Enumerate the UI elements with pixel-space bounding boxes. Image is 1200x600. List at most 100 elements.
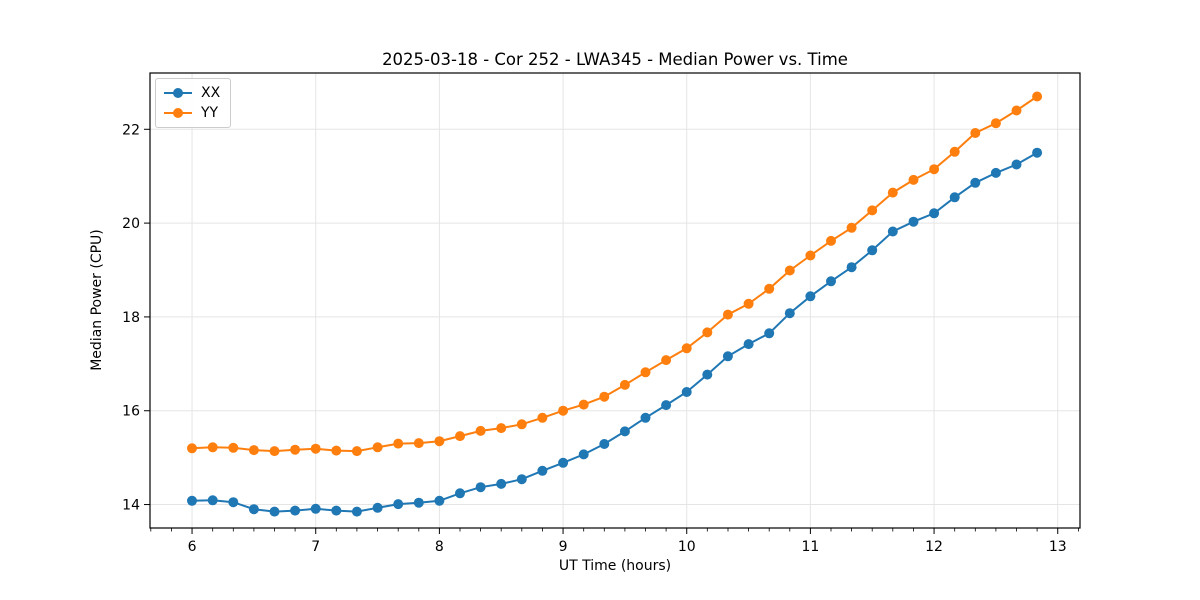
series-yy-marker [702, 327, 713, 338]
series-yy-marker [351, 446, 362, 457]
series-yy-marker [805, 250, 816, 261]
series-xx-marker [826, 276, 836, 287]
series-xx-marker [640, 412, 651, 423]
series-yy-marker [537, 412, 548, 423]
plot-spines [149, 72, 1081, 529]
x-tick-label-8: 8 [435, 539, 444, 555]
series-yy-marker [1011, 105, 1022, 116]
series-xx-marker [187, 495, 197, 506]
series-yy-marker [455, 431, 465, 442]
series-xx-marker [867, 245, 878, 256]
series-xx-marker [516, 474, 527, 485]
series-yy-marker [743, 298, 754, 309]
series-yy-marker [310, 443, 321, 454]
series-xx-marker [990, 167, 1001, 178]
series-yy-marker [661, 355, 672, 366]
x-tick-label-12: 12 [925, 539, 943, 555]
series-xx-marker [784, 308, 795, 319]
series-yy-marker [929, 164, 940, 175]
series-xx-marker [743, 339, 754, 350]
series-xx-marker [248, 504, 259, 515]
series-yy-line [191, 95, 1038, 453]
series-xx-marker [558, 457, 569, 468]
x-tick-label-10: 10 [678, 539, 696, 555]
series-yy-marker [784, 265, 795, 276]
series-yy-marker [372, 442, 383, 453]
legend-item-xx: XX [163, 83, 220, 103]
series-yy-marker [393, 438, 404, 449]
series-yy-marker [908, 174, 919, 185]
legend-label-xx: XX [201, 85, 221, 101]
series-yy-marker [681, 343, 692, 354]
series-yy-marker [640, 367, 651, 378]
series-xx-marker [949, 192, 960, 203]
series-xx-marker [310, 503, 321, 514]
series-xx-marker [619, 426, 630, 437]
series-xx-marker [661, 400, 672, 411]
y-tick-label-22: 22 [122, 122, 140, 138]
series-yy-marker [228, 442, 239, 453]
series-xx-marker [846, 262, 857, 273]
legend-line-marker-xx-icon [164, 88, 192, 98]
series-xx-marker [599, 439, 610, 449]
y-tick-label-14: 14 [122, 498, 140, 514]
series-yy-marker [269, 446, 280, 457]
series-xx-marker [805, 291, 816, 302]
series-yy-marker [1032, 91, 1043, 102]
series-xx-marker [228, 497, 239, 508]
series-xx-marker [537, 465, 548, 476]
series-yy-marker [826, 235, 836, 246]
series-xx-marker [290, 505, 301, 516]
series-yy-marker [867, 205, 878, 216]
series-xx-marker [1032, 147, 1043, 158]
series-xx-marker [372, 502, 383, 513]
series-xx-marker [722, 351, 733, 362]
series-yy-marker [558, 405, 569, 416]
series-yy-marker [970, 128, 981, 138]
series-xx-marker [331, 505, 342, 516]
x-axis-label: UT Time (hours) [558, 558, 672, 574]
series-yy-marker [331, 445, 342, 456]
series-xx-marker [393, 499, 404, 510]
legend: XX YY [155, 78, 232, 128]
series-xx-marker [434, 495, 445, 506]
series-xx-marker [496, 478, 507, 489]
series-xx-marker [887, 226, 898, 237]
series-xx-marker [413, 497, 424, 508]
series-xx-marker [908, 216, 919, 227]
series-xx-marker [681, 387, 692, 397]
series-xx-marker [351, 506, 362, 517]
series-yy-marker [434, 436, 445, 447]
series-xx-marker [929, 208, 940, 219]
x-tick-label-9: 9 [559, 539, 568, 555]
series-yy-marker [990, 118, 1001, 129]
series-yy-marker [619, 379, 630, 390]
series-xx-marker [578, 449, 589, 460]
series-xx-marker [207, 495, 218, 506]
legend-label-yy: YY [201, 105, 219, 121]
series-xx-marker [269, 506, 280, 517]
series-yy-marker [248, 445, 259, 456]
series-xx-marker [702, 369, 713, 380]
x-tick-label-11: 11 [801, 539, 819, 555]
legend-item-yy: YY [163, 103, 220, 123]
y-tick-label-18: 18 [122, 310, 140, 326]
series-yy-marker [578, 399, 589, 410]
series-xx-marker [764, 328, 775, 339]
x-tick-label-7: 7 [311, 539, 320, 555]
series-xx-line [191, 151, 1038, 513]
chart-title: 2025-03-18 - Cor 252 - LWA345 - Median P… [382, 50, 848, 69]
series-yy-marker [207, 442, 218, 453]
series-yy-marker [187, 443, 197, 454]
series-yy-marker [599, 391, 610, 402]
series-xx-marker [1011, 159, 1022, 170]
series-yy-marker [722, 309, 733, 320]
series-yy-marker [290, 444, 301, 455]
series-yy-marker [496, 423, 507, 434]
series-xx-marker [455, 488, 465, 499]
series-yy-marker [413, 438, 424, 449]
series-xx-marker [970, 177, 981, 188]
series-yy-marker [949, 146, 960, 157]
series-xx-marker [475, 482, 486, 493]
